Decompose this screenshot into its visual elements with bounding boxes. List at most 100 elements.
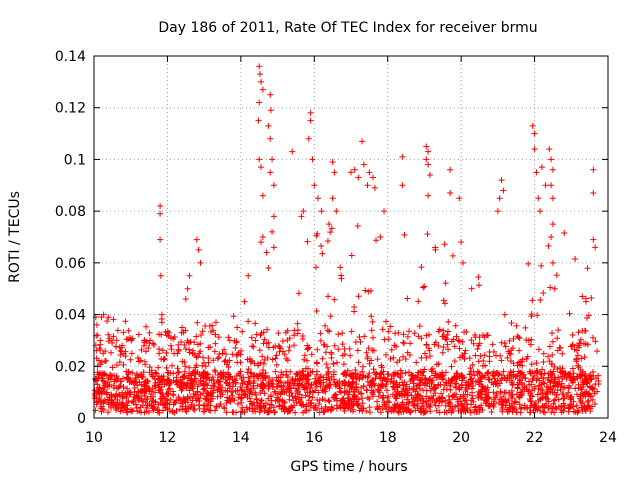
- data-point: [402, 356, 409, 363]
- data-point: [295, 382, 302, 389]
- data-point: [590, 368, 597, 375]
- data-point: [484, 384, 491, 391]
- data-point: [235, 400, 242, 407]
- data-point: [544, 388, 551, 395]
- data-point: [488, 409, 495, 416]
- data-point: [379, 395, 386, 402]
- data-point: [225, 374, 232, 381]
- data-point: [225, 334, 232, 341]
- data-point: [429, 365, 436, 372]
- data-point: [438, 390, 445, 397]
- data-point: [222, 376, 229, 383]
- data-point: [112, 343, 119, 350]
- data-point: [522, 375, 529, 382]
- data-point: [506, 337, 513, 344]
- data-point: [186, 370, 193, 377]
- data-point: [551, 397, 558, 404]
- data-point: [491, 375, 498, 382]
- data-point: [308, 381, 315, 388]
- data-point: [229, 383, 236, 390]
- data-point: [200, 372, 207, 379]
- x-tick-label: 12: [159, 430, 177, 446]
- data-point: [304, 371, 311, 378]
- data-point: [117, 392, 124, 399]
- data-point: [138, 381, 145, 388]
- data-point: [578, 404, 585, 411]
- data-point: [451, 343, 458, 350]
- data-point: [375, 382, 382, 389]
- data-point: [273, 352, 280, 359]
- data-point: [410, 395, 417, 402]
- data-point: [288, 403, 295, 410]
- data-point: [359, 368, 366, 375]
- data-point: [179, 324, 186, 331]
- data-point: [540, 350, 547, 357]
- data-point: [548, 377, 555, 384]
- data-point: [239, 380, 246, 387]
- data-point: [250, 343, 257, 350]
- data-point: [269, 228, 276, 235]
- data-point: [318, 405, 325, 412]
- data-point: [351, 391, 358, 398]
- data-point: [222, 350, 229, 357]
- data-point: [267, 169, 274, 176]
- data-point: [440, 344, 447, 351]
- data-point: [267, 107, 274, 114]
- data-point: [584, 399, 591, 406]
- data-point: [455, 337, 462, 344]
- data-point: [199, 362, 206, 369]
- data-point: [186, 349, 193, 356]
- data-point: [327, 313, 334, 320]
- data-point: [475, 388, 482, 395]
- data-point: [538, 371, 545, 378]
- data-point: [272, 390, 279, 397]
- data-point: [292, 376, 299, 383]
- data-point: [217, 400, 224, 407]
- data-point: [335, 346, 342, 353]
- data-point: [238, 386, 245, 393]
- data-point: [469, 361, 476, 368]
- data-point: [397, 367, 404, 374]
- data-point: [592, 244, 599, 251]
- data-point: [200, 354, 207, 361]
- data-point: [406, 328, 413, 335]
- data-point: [406, 369, 413, 376]
- data-point: [299, 401, 306, 408]
- data-point: [533, 368, 540, 375]
- data-point: [486, 376, 493, 383]
- data-point: [367, 409, 374, 416]
- data-point: [378, 369, 385, 376]
- data-point: [472, 352, 479, 359]
- data-point: [570, 398, 577, 405]
- data-point: [353, 381, 360, 388]
- data-point: [355, 293, 362, 300]
- data-point: [247, 388, 254, 395]
- data-point: [538, 164, 545, 171]
- data-point: [298, 402, 305, 409]
- data-point: [337, 389, 344, 396]
- data-point: [383, 387, 390, 394]
- data-point: [98, 359, 105, 366]
- data-point: [548, 182, 555, 189]
- data-point: [94, 381, 101, 388]
- data-point: [377, 234, 384, 240]
- data-point: [540, 408, 547, 415]
- data-point: [244, 356, 251, 363]
- data-point: [101, 397, 108, 404]
- data-point: [502, 402, 509, 409]
- data-point: [584, 379, 591, 386]
- data-point: [109, 364, 116, 371]
- data-point: [492, 394, 499, 401]
- data-point: [176, 396, 183, 403]
- data-point: [156, 409, 163, 416]
- data-point: [445, 377, 452, 384]
- data-point: [208, 328, 215, 335]
- data-point: [297, 398, 304, 405]
- data-point: [92, 376, 99, 383]
- data-point: [508, 379, 515, 386]
- data-point: [333, 391, 340, 398]
- data-point: [330, 369, 337, 376]
- data-point: [373, 237, 380, 244]
- data-point: [483, 398, 490, 405]
- data-point: [178, 329, 185, 336]
